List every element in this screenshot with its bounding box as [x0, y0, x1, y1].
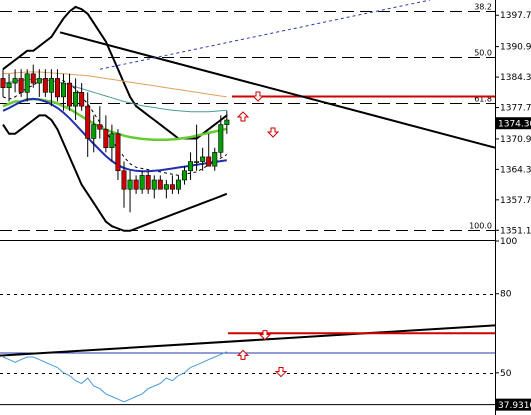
osc-tick-label: 50 [500, 369, 512, 379]
candle-body[interactable] [91, 124, 97, 139]
fib-level-label: 38.2 [474, 3, 492, 12]
current-osc-box [496, 398, 531, 411]
price-tick-label: 1357.70 [500, 196, 531, 206]
candle-body[interactable] [121, 170, 127, 190]
candle-body[interactable] [109, 133, 115, 148]
candle-body[interactable] [48, 78, 54, 93]
arrow-down-icon [274, 367, 288, 378]
oscillator-line [2, 351, 228, 403]
candle-body[interactable] [24, 73, 30, 93]
candle-body[interactable] [188, 161, 194, 172]
candle-body[interactable] [67, 82, 73, 107]
bollinger-lower [2, 114, 228, 232]
fib-level-label: 50.0 [474, 49, 492, 58]
candle-body[interactable] [139, 175, 145, 190]
price-pane-background [0, 0, 495, 240]
candle-body[interactable] [12, 78, 18, 84]
candle-body[interactable] [157, 179, 163, 190]
candle-body[interactable] [200, 156, 206, 162]
price-tick-label: 1370.90 [500, 135, 531, 145]
candle-body[interactable] [182, 170, 188, 181]
candle-body[interactable] [97, 124, 103, 130]
candle-body[interactable] [145, 175, 151, 190]
price-tick-label: 1397.70 [500, 11, 531, 21]
oscillator-axis: 100 80 50 37.9310 [495, 237, 531, 411]
candle-body[interactable] [6, 82, 12, 88]
candle-body[interactable] [60, 82, 66, 98]
arrow-up-icon [236, 349, 250, 360]
candle-body[interactable] [103, 128, 109, 148]
price-tick-label: 1351.10 [500, 226, 531, 236]
candle-body[interactable] [30, 73, 36, 84]
candle-body[interactable] [151, 179, 157, 190]
arrow-down-icon [266, 127, 280, 138]
arrow-down-icon [251, 91, 265, 102]
candle-body[interactable] [127, 179, 133, 190]
candle-body[interactable] [175, 179, 181, 190]
signal-arrows [236, 91, 280, 138]
fib-level-label: 61.8 [474, 95, 492, 104]
price-pane[interactable]: 38.2 50.0 61.8 100.0 [0, 0, 496, 240]
current-osc-label: 37.9310 [498, 401, 531, 411]
price-tick-label: 1377.70 [500, 104, 531, 114]
candle-body[interactable] [212, 152, 218, 167]
oscillator-trendline [0, 324, 496, 357]
candle-body[interactable] [169, 184, 175, 190]
price-tick-label: 1384.30 [500, 73, 531, 83]
price-tick-label: 1364.30 [500, 165, 531, 175]
candle-body[interactable] [54, 78, 60, 98]
descending-trendline [59, 31, 496, 149]
candle-body[interactable] [218, 124, 224, 153]
dashed-projection-line [99, 0, 431, 70]
candle-body[interactable] [36, 78, 42, 84]
candle-body[interactable] [73, 92, 79, 107]
candle-body[interactable] [194, 161, 200, 163]
arrow-up-icon [236, 111, 250, 122]
candle-body[interactable] [206, 156, 212, 167]
current-price-box [496, 117, 531, 130]
price-axis: 1397.70 1390.90 1384.30 1377.70 1370.90 1364.… [495, 11, 531, 236]
candlesticks[interactable] [0, 64, 230, 213]
osc-tick-label: 100 [500, 237, 517, 247]
trendlines [59, 0, 496, 149]
moving-average-orange [2, 71, 227, 98]
fib-level-label: 100.0 [469, 222, 492, 231]
current-price-label: 1374.30 [498, 120, 531, 130]
candle-body[interactable] [85, 105, 91, 139]
candle-body[interactable] [18, 78, 24, 93]
candle-body[interactable] [0, 78, 6, 88]
candle-body[interactable] [79, 92, 85, 107]
candle-body[interactable] [163, 184, 169, 190]
candle-body[interactable] [133, 179, 139, 190]
osc-tick-label: 80 [500, 290, 512, 300]
candle-body[interactable] [42, 78, 48, 93]
oscillator-pane[interactable] [0, 294, 496, 406]
candle-body[interactable] [115, 133, 121, 172]
arrow-down-icon [258, 330, 272, 341]
candle-body[interactable] [224, 119, 230, 125]
price-tick-label: 1390.90 [500, 43, 531, 53]
